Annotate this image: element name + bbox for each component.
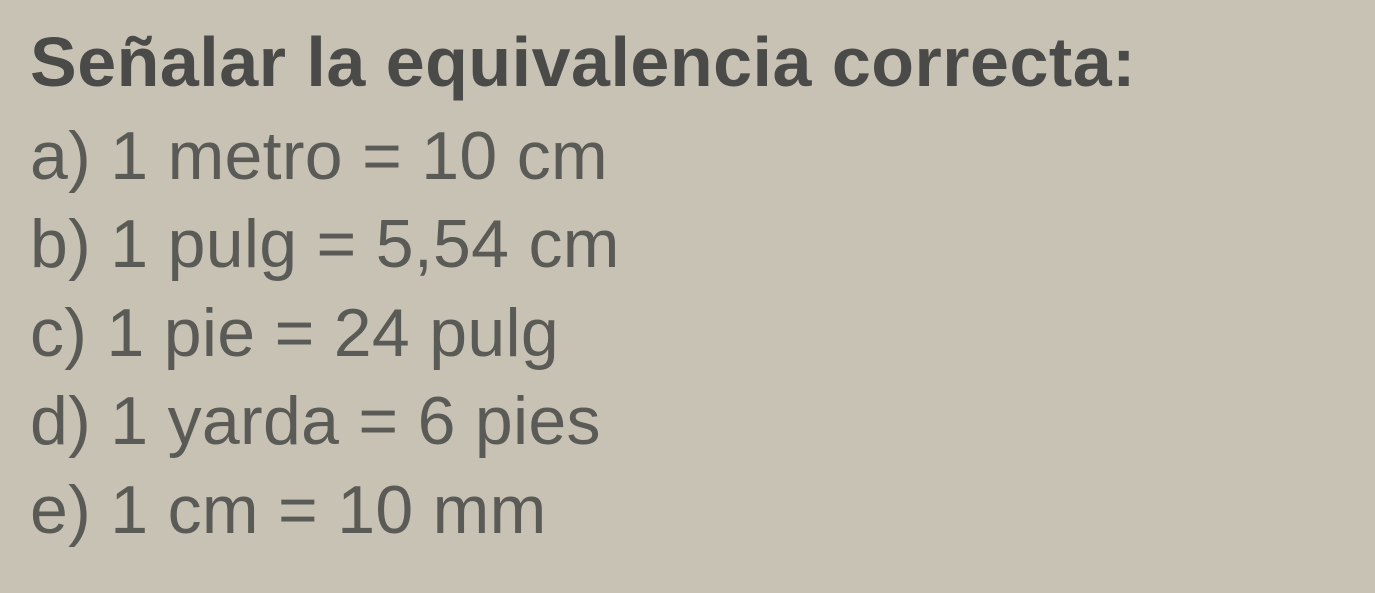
option-text: 1 metro = 10 cm xyxy=(110,118,608,194)
option-text: 1 yarda = 6 pies xyxy=(110,383,601,459)
option-label: e) xyxy=(30,472,91,548)
option-text: 1 pie = 24 pulg xyxy=(106,295,559,371)
option-e: e) 1 cm = 10 mm xyxy=(30,466,1345,554)
question-title: Señalar la equivalencia correcta: xyxy=(30,20,1345,104)
option-label: b) xyxy=(30,206,91,282)
options-list: a) 1 metro = 10 cm b) 1 pulg = 5,54 cm c… xyxy=(30,112,1345,554)
option-a: a) 1 metro = 10 cm xyxy=(30,112,1345,200)
option-c: c) 1 pie = 24 pulg xyxy=(30,289,1345,377)
option-text: 1 cm = 10 mm xyxy=(110,472,546,548)
option-label: d) xyxy=(30,383,91,459)
option-text: 1 pulg = 5,54 cm xyxy=(110,206,619,282)
option-d: d) 1 yarda = 6 pies xyxy=(30,377,1345,465)
option-label: a) xyxy=(30,118,91,194)
option-label: c) xyxy=(30,295,87,371)
option-b: b) 1 pulg = 5,54 cm xyxy=(30,200,1345,288)
